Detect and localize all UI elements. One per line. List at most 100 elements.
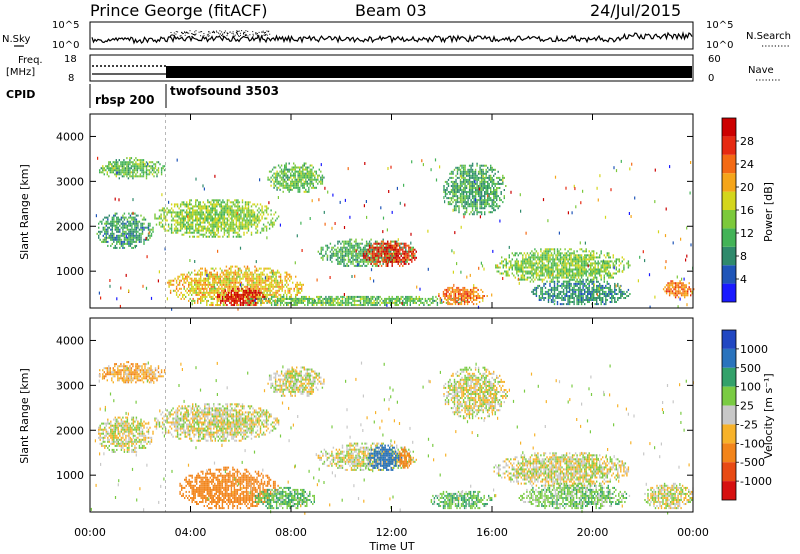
gate-cell (368, 248, 371, 251)
gate-cell (465, 288, 467, 291)
gate-cell (170, 223, 173, 226)
gate-cell (465, 290, 467, 293)
gate-cell (346, 254, 348, 257)
gate-cell (309, 170, 311, 173)
gate-cell (490, 205, 492, 208)
gate-cell (405, 258, 407, 261)
gate-cell (235, 201, 238, 204)
gate-cell (461, 172, 463, 175)
gate-cell (222, 283, 225, 286)
gate-cell (108, 169, 110, 172)
gate-cell (191, 287, 193, 290)
gate-cell (238, 235, 241, 238)
gate-cell (464, 164, 466, 167)
gate-cell (267, 285, 270, 288)
gate-cell (129, 173, 131, 176)
gate-cell (476, 205, 478, 208)
gate-cell (284, 277, 286, 280)
gate-cell (291, 182, 293, 185)
gate-cell (125, 230, 127, 233)
gate-cell (451, 290, 454, 293)
gate-cell (237, 267, 240, 270)
gate-cell (302, 170, 304, 173)
nsearch-dot (233, 35, 234, 37)
gate-cell (210, 283, 212, 286)
gate-cell (196, 229, 198, 232)
gate-cell (456, 290, 458, 293)
gate-cell (183, 287, 185, 290)
gate-cell (228, 273, 231, 276)
gate-cell (210, 225, 212, 228)
gate-cell (493, 209, 495, 212)
gate-cell (222, 271, 225, 274)
gate-cell (189, 219, 191, 222)
gate-cell (284, 279, 286, 282)
gate-cell (298, 299, 300, 302)
gate-cell (261, 273, 264, 276)
gate-cell (411, 297, 413, 300)
gate-cell (148, 169, 151, 172)
gate-cell (473, 191, 475, 194)
gate-cell (528, 262, 530, 265)
gate-cell (135, 226, 138, 229)
gate-cell (223, 291, 225, 294)
gate-cell (471, 182, 474, 185)
gate-cell (189, 283, 191, 286)
gate-cell (493, 174, 495, 177)
gate-cell (476, 176, 478, 179)
gate-cell (261, 301, 264, 304)
gate-cell (139, 161, 142, 164)
gate-cell (116, 234, 118, 237)
gate-cell (196, 235, 198, 238)
gate-cell (111, 216, 113, 219)
gate-cell (158, 221, 161, 224)
gate-cell (484, 172, 486, 175)
gate-cell (294, 172, 296, 175)
gate-cell (246, 271, 249, 274)
gate-cell (261, 277, 264, 280)
gate-cell (204, 283, 206, 286)
gate-cell (309, 178, 311, 181)
gate-cell (415, 295, 417, 298)
gate-cell (371, 244, 374, 247)
gate-cell (287, 301, 289, 304)
gate-cell (480, 207, 483, 210)
gate-cell (399, 260, 401, 263)
gate-cell (158, 223, 161, 226)
gate-cell (215, 304, 217, 307)
gate-cell (480, 189, 483, 192)
gate-cell (385, 250, 387, 253)
gate-cell (380, 240, 383, 243)
gate-cell (340, 248, 342, 251)
gate-cell (490, 191, 492, 194)
gate-cell (260, 281, 262, 284)
gate-cell (230, 283, 232, 286)
gate-cell (228, 211, 230, 214)
gate-cell (120, 240, 123, 243)
gate-cell (248, 293, 251, 296)
gate-cell (411, 248, 413, 251)
gate-cell (204, 221, 206, 224)
gate-cell (465, 207, 468, 210)
gate-cell (132, 175, 134, 178)
gate-cell (344, 304, 347, 307)
gate-cell (314, 186, 316, 189)
gate-cell (467, 197, 469, 200)
gate-cell (237, 281, 240, 284)
gate-cell (490, 187, 492, 190)
gate-cell (445, 301, 448, 304)
gate-cell (217, 219, 219, 222)
gate-cell (462, 199, 465, 202)
gate-cell (137, 214, 139, 217)
gate-cell (217, 225, 219, 228)
gate-cell (445, 295, 448, 298)
gate-cell (190, 215, 192, 218)
gate-cell (516, 252, 518, 255)
gate-cell (479, 176, 481, 179)
gate-cell (272, 291, 274, 294)
gate-cell (285, 168, 287, 171)
gate-cell (146, 238, 148, 241)
gate-cell (380, 256, 383, 259)
gate-cell (242, 287, 244, 290)
gate-cell (471, 164, 474, 167)
